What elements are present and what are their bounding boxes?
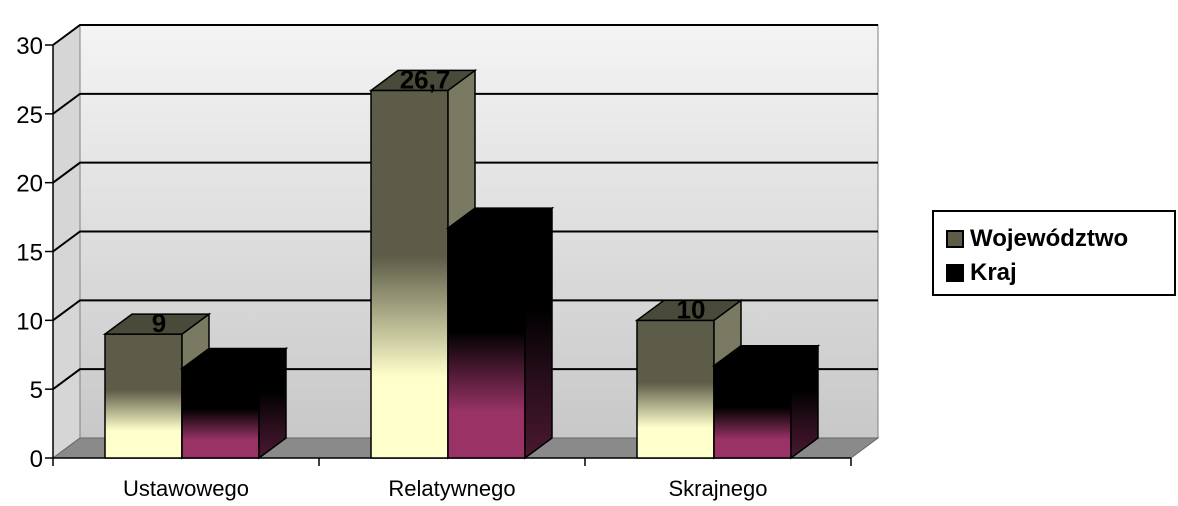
bar-front xyxy=(181,367,260,459)
legend-label: Kraj xyxy=(970,259,1017,286)
bar-top xyxy=(634,299,744,322)
bar-side xyxy=(524,206,553,460)
bar-kraj xyxy=(179,347,289,460)
legend-label: Województwo xyxy=(970,225,1129,252)
y-tick-label: 25 xyxy=(16,102,43,129)
bar-front xyxy=(713,365,792,459)
bar-top xyxy=(445,207,555,229)
bar-kraj xyxy=(711,344,821,460)
gridline xyxy=(52,24,878,46)
data-label-wojewodztwo: 10 xyxy=(677,294,706,324)
data-label-kraj: 16,7 xyxy=(477,202,528,232)
gridline xyxy=(52,230,878,253)
y-tick-label: 20 xyxy=(16,171,43,198)
gridline xyxy=(52,92,878,115)
x-category-label: Ustawowego xyxy=(123,476,249,501)
legend-item-kraj: Kraj xyxy=(946,258,1017,288)
data-label-wojewodztwo: 9 xyxy=(152,308,166,338)
y-tick-label: 30 xyxy=(16,33,43,60)
bar-front xyxy=(636,319,715,459)
legend-swatch-kraj xyxy=(946,264,964,282)
gridline xyxy=(52,368,878,390)
x-category-label: Skrajnego xyxy=(668,476,767,501)
gridline xyxy=(52,161,878,184)
y-tick-label: 5 xyxy=(30,377,43,404)
gridline xyxy=(52,299,878,322)
y-tick-label: 15 xyxy=(16,240,43,267)
bar-top xyxy=(368,69,478,92)
data-label-kraj: 6,5 xyxy=(218,343,254,373)
y-tick-label: 0 xyxy=(30,446,43,473)
data-label-wojewodztwo: 26,7 xyxy=(400,64,451,94)
legend-swatch-wojewodztwo xyxy=(946,230,964,248)
x-category-label: Relatywnego xyxy=(388,476,515,501)
data-label-kraj: 6,7 xyxy=(750,340,786,370)
bar-top xyxy=(179,347,289,370)
legend-item-wojewodztwo: Województwo xyxy=(946,224,1128,254)
bar-front xyxy=(104,333,183,459)
y-tick-label: 10 xyxy=(16,308,43,335)
bar-top xyxy=(102,313,212,335)
bar-front xyxy=(370,89,449,459)
bar-top xyxy=(711,345,821,367)
bar-front xyxy=(447,227,526,459)
legend: Województwo Kraj xyxy=(932,210,1176,296)
bar-kraj xyxy=(445,206,555,460)
